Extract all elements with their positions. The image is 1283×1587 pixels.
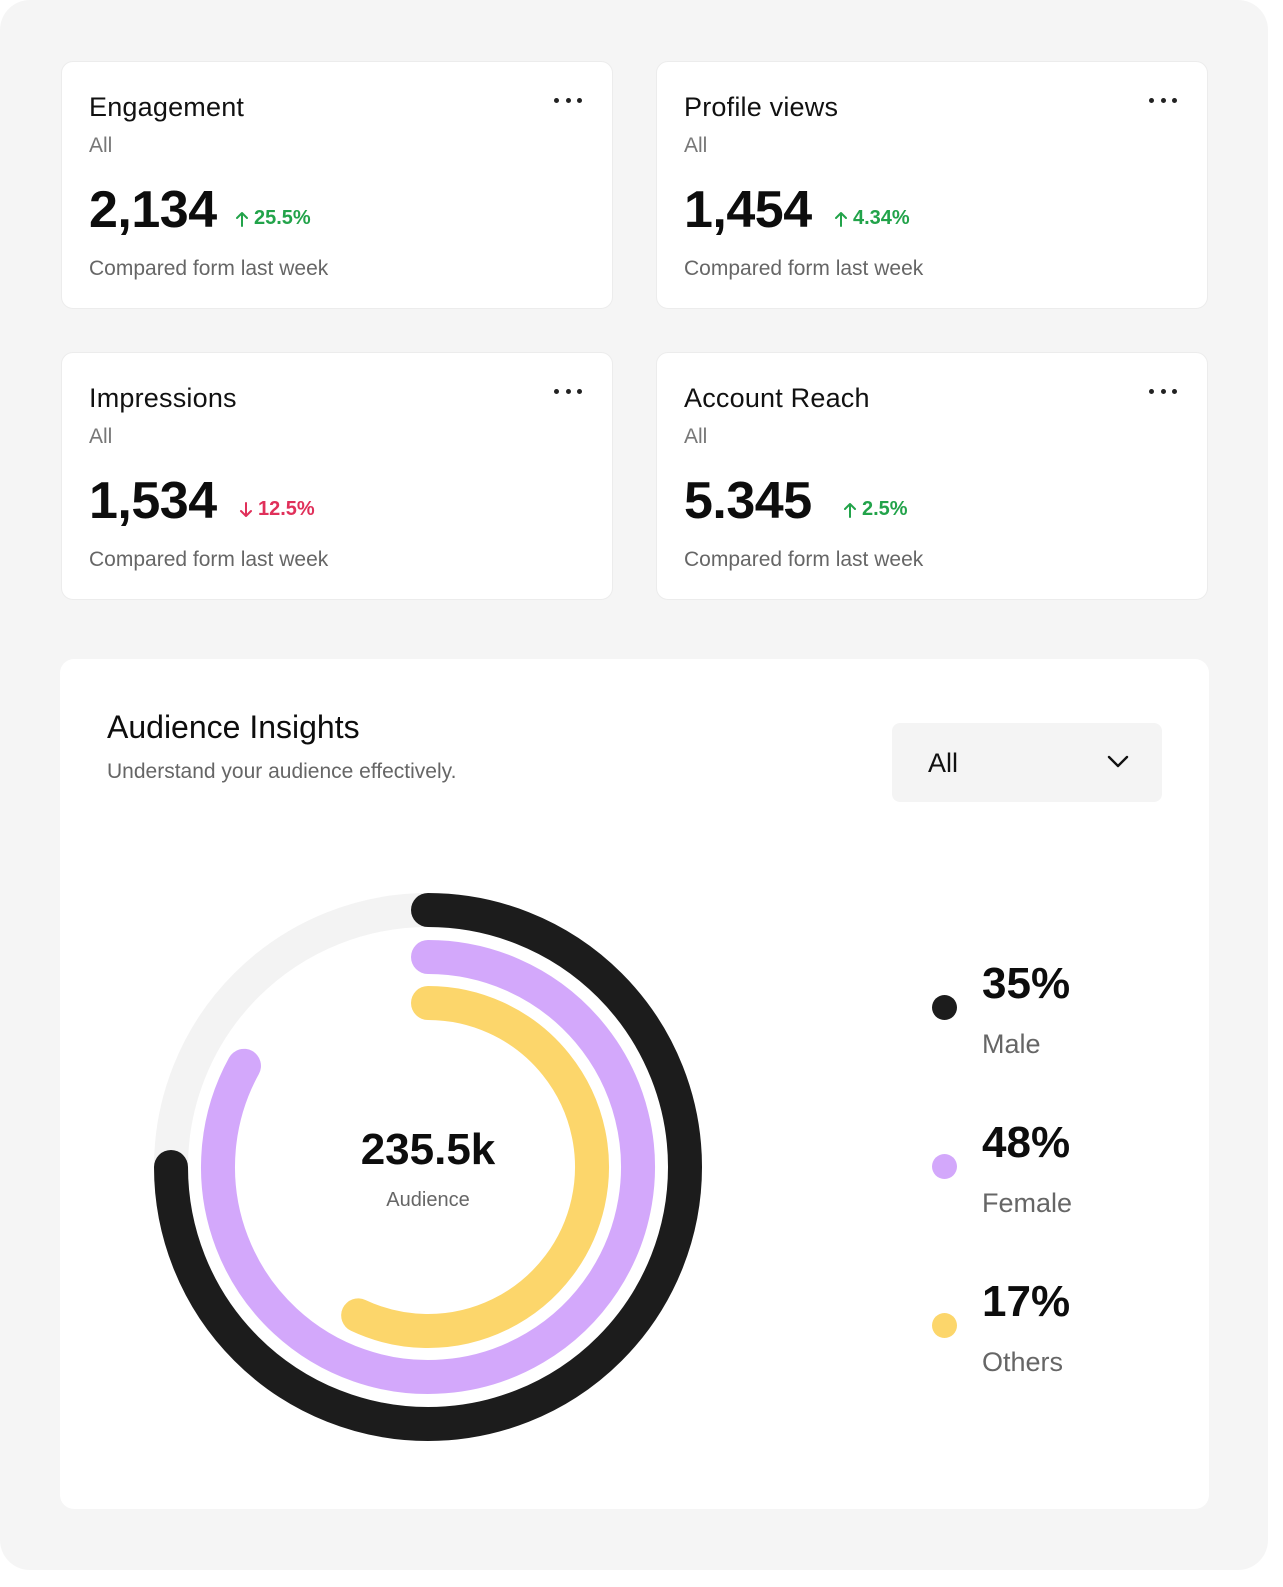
stat-change: 25.5% [234,207,311,230]
insights-subtitle: Understand your audience effectively. [107,760,457,783]
stat-filter: All [89,425,113,448]
stat-title: Account Reach [684,383,870,413]
stat-change-value: 4.34% [853,207,910,229]
radial-arc-others [341,986,609,1348]
stat-compare-text: Compared form last week [684,548,924,571]
more-options-icon[interactable] [1149,385,1177,397]
stat-value: 1,534 [89,472,217,530]
insights-title: Audience Insights [107,709,360,745]
legend-dot-male [932,995,957,1020]
arrow-up-icon [844,502,856,518]
audience-radial-chart [154,893,702,1441]
stat-filter: All [684,425,708,448]
legend-label: Male [982,1029,1041,1059]
stat-compare-text: Compared form last week [89,548,329,571]
legend-percent: 48% [982,1118,1071,1167]
legend-percent: 17% [982,1277,1071,1326]
more-options-icon[interactable] [554,385,582,397]
stat-change: 12.5% [238,498,315,521]
stat-filter: All [89,134,113,157]
audience-total-label: Audience [386,1189,470,1211]
radial-arc-male [154,893,702,1441]
stat-change: 2.5% [842,498,908,521]
stat-compare-text: Compared form last week [89,257,329,280]
arrow-up-icon [835,211,847,227]
stat-title: Impressions [89,383,237,413]
stat-title: Engagement [89,92,245,122]
stat-change-value: 25.5% [254,207,311,229]
dropdown-selected-value: All [928,748,959,778]
dashboard-background: Engagement All 2,134 25.5% Compared form… [60,61,1209,1509]
stat-filter: All [684,134,708,157]
arrow-down-icon [240,501,252,517]
stat-card-impressions: Impressions All 1,534 12.5% Compared for… [61,352,613,600]
more-options-icon[interactable] [554,94,582,106]
legend-label: Others [982,1347,1064,1377]
legend-dot-female [932,1154,957,1179]
audience-total-value: 235.5k [360,1125,496,1174]
stat-card-profile-views: Profile views All 1,454 4.34% Compared f… [656,61,1208,309]
legend-percent: 35% [982,959,1071,1008]
stat-change-value: 12.5% [258,498,315,520]
arrow-up-icon [236,211,248,227]
legend-dot-others [932,1313,957,1338]
audience-filter-dropdown[interactable]: All [892,723,1162,802]
stat-value: 1,454 [684,181,812,239]
radial-arc-female [201,940,655,1394]
stat-value: 5.345 [684,472,812,530]
chevron-down-icon [1107,755,1129,768]
stat-compare-text: Compared form last week [684,257,924,280]
legend-label: Female [982,1188,1073,1218]
stat-change: 4.34% [833,207,910,230]
more-options-icon[interactable] [1149,94,1177,106]
stat-card-account-reach: Account Reach All 5.345 2.5% Compared fo… [656,352,1208,600]
stat-value: 2,134 [89,181,217,239]
audience-insights-card: Audience Insights Understand your audien… [60,659,1209,1509]
stat-change-value: 2.5% [862,498,908,520]
stat-title: Profile views [684,92,839,122]
stat-card-engagement: Engagement All 2,134 25.5% Compared form… [61,61,613,309]
